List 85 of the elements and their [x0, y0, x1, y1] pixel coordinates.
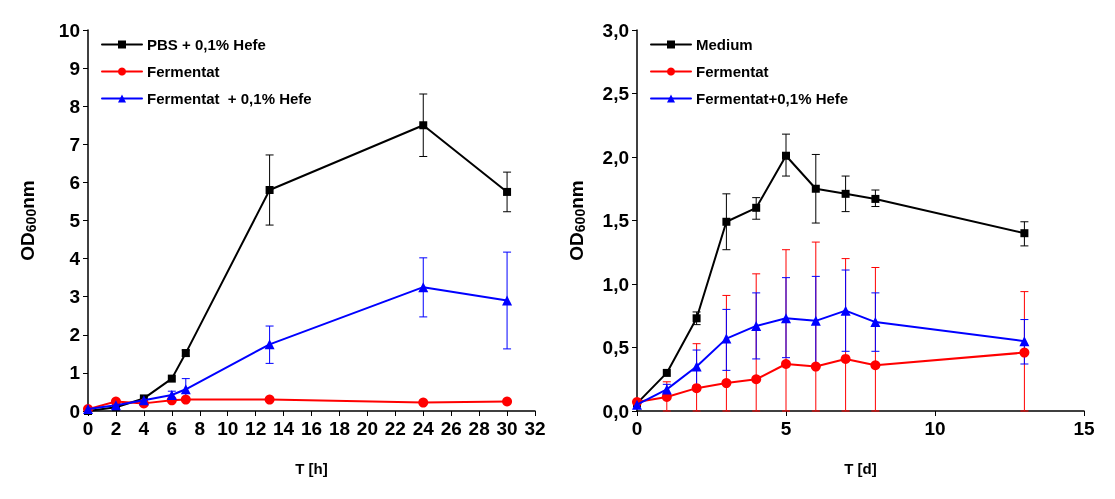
point — [782, 151, 790, 160]
x-tick-label: 26 — [440, 418, 462, 439]
legend-label: Fermentat — [147, 63, 220, 80]
point — [264, 339, 275, 350]
x-tick-label: 6 — [166, 418, 178, 439]
y-tick-label: 7 — [69, 133, 80, 155]
legend-label: Medium — [696, 36, 753, 53]
x-tick-label: 16 — [300, 418, 323, 439]
point — [840, 353, 851, 364]
x-tick-label: 18 — [328, 418, 351, 439]
x-axis-title: T [h] — [295, 460, 328, 477]
legend-label: Fermentat+0,1% Hefe — [696, 90, 849, 107]
y-tick-label: 4 — [69, 248, 81, 270]
x-tick-label: 4 — [138, 418, 150, 439]
point — [781, 359, 791, 370]
point — [1019, 336, 1030, 347]
x-tick-label: 0 — [631, 418, 643, 439]
x-tick-label: 14 — [272, 418, 295, 439]
y-tick-label: 0,0 — [602, 400, 629, 422]
y-tick-label: 9 — [69, 57, 80, 79]
y-tick-label: 10 — [58, 19, 80, 41]
y-axis-title: OD600nm — [16, 180, 39, 261]
y-tick-label: 3,0 — [602, 19, 629, 41]
y-tick-label: 8 — [69, 95, 80, 117]
x-tick-label: 32 — [524, 418, 546, 439]
y-tick-label: 1,0 — [602, 273, 629, 295]
x-tick-label: 15 — [1073, 418, 1095, 439]
point — [503, 187, 512, 196]
y-tick-label: 2,0 — [602, 146, 629, 168]
y-tick-label: 2 — [69, 324, 80, 346]
point — [180, 394, 191, 405]
x-tick-label: 8 — [194, 418, 206, 439]
x-tick-label: 12 — [245, 418, 267, 439]
point — [870, 360, 881, 371]
y-tick-label: 2,5 — [602, 83, 630, 104]
point — [841, 189, 850, 198]
point — [722, 217, 731, 226]
point — [840, 305, 851, 316]
point — [264, 394, 275, 405]
point — [419, 121, 428, 130]
x-tick-label: 2 — [110, 418, 122, 439]
x-tick-label: 28 — [468, 418, 490, 439]
point — [751, 320, 762, 331]
x-tick-label: 0 — [82, 418, 94, 439]
point — [810, 361, 821, 372]
point — [721, 378, 732, 389]
x-tick-label: 20 — [356, 418, 378, 439]
point — [180, 384, 191, 395]
point — [721, 333, 732, 344]
point — [781, 313, 791, 324]
legend-label: Fermentat + 0,1% Hefe — [147, 90, 312, 107]
point — [752, 203, 761, 212]
point — [502, 396, 513, 407]
point — [870, 317, 881, 328]
y-axis-title: OD600nm — [565, 180, 588, 261]
x-tick-label: 5 — [780, 418, 792, 439]
x-tick-label: 10 — [924, 418, 946, 439]
point — [810, 315, 821, 326]
y-tick-label: 3 — [69, 286, 80, 308]
x-tick-label: 24 — [412, 418, 435, 439]
y-tick-label: 5 — [69, 210, 81, 231]
y-tick-label: 0 — [69, 400, 80, 422]
point — [691, 383, 702, 394]
point — [418, 282, 429, 293]
x-tick-label: 30 — [496, 418, 518, 439]
point — [418, 397, 429, 408]
point — [871, 194, 880, 203]
point — [691, 361, 702, 372]
y-tick-label: 0,5 — [602, 337, 630, 358]
y-tick-label: 6 — [69, 171, 80, 193]
point — [751, 374, 762, 385]
point — [1019, 347, 1030, 358]
point — [502, 295, 513, 306]
y-tick-label: 1 — [69, 362, 81, 384]
legend-label: PBS + 0,1% Hefe — [147, 36, 266, 53]
point — [167, 374, 176, 383]
legend-label: Fermentat — [696, 63, 769, 80]
y-tick-label: 1,5 — [602, 210, 630, 231]
point — [265, 186, 274, 195]
point — [662, 368, 671, 377]
x-axis-title: T [d] — [844, 460, 877, 477]
x-tick-label: 10 — [217, 418, 239, 439]
point — [811, 184, 820, 193]
point — [1020, 229, 1029, 238]
x-tick-label: 22 — [384, 418, 406, 439]
